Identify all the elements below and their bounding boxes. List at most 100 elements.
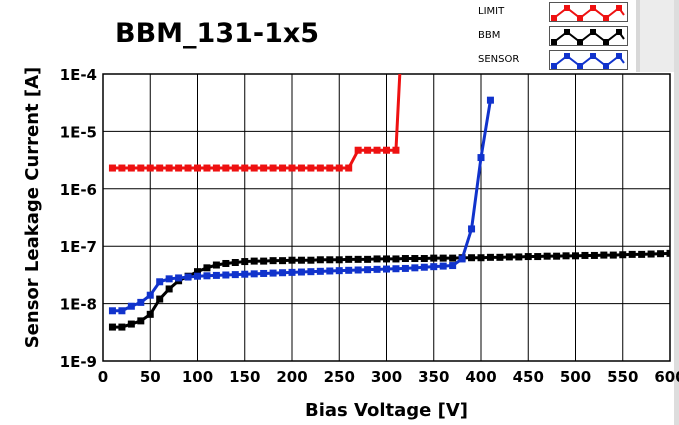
series-bbm-point [316,256,324,264]
series-bbm-point [515,253,523,261]
series-bbm-point [373,255,381,263]
series-bbm-point [628,250,636,258]
series-bbm-point [335,256,343,264]
series-sensor-point [420,263,428,271]
series-sensor-point [373,265,381,273]
series-bbm-point [449,254,457,262]
legend-label-bbm: BBM [478,30,501,41]
x-tick-label: 400 [465,368,496,386]
legend: LIMIT BBM SENSOR [470,0,630,72]
x-tick-label: 600 [654,368,679,386]
window-edge [674,0,679,425]
legend-label-sensor: SENSOR [478,54,520,65]
series-bbm-point [600,251,608,259]
x-tick-label: 300 [371,368,402,386]
series-limit-point [108,164,116,172]
x-tick-label: 500 [560,368,591,386]
series-bbm-line [112,251,670,329]
series-bbm-point [345,255,353,263]
series-bbm-point [430,254,438,262]
series-bbm-point [231,259,239,267]
y-tick-label: 1E-7 [60,238,97,256]
series-sensor-point [108,307,116,315]
series-limit-point [279,164,287,172]
series-limit-point [288,164,296,172]
series-limit-point [297,164,305,172]
series-sensor-point [364,266,372,274]
series-bbm-point [269,257,277,265]
series-limit-point [345,164,353,172]
series-limit-point [397,53,404,60]
series-bbm-point [420,255,428,263]
series-limit-point [194,164,201,172]
series-bbm-point [250,257,258,265]
series-sensor-point [307,268,315,276]
series-limit-point [392,146,400,154]
series-limit-point [383,146,390,154]
x-tick-label: 150 [229,368,260,386]
series-group [108,53,670,331]
series-limit-point [184,164,192,172]
series-bbm-point [524,253,532,261]
series-bbm-point [496,253,504,261]
series-limit-point [156,164,164,172]
series-sensor-point [439,262,447,270]
series-sensor-point [222,271,230,279]
x-tick-label: 350 [418,368,449,386]
series-bbm-point [666,249,670,257]
series-bbm-point [307,256,315,264]
series-sensor-point [250,270,258,278]
x-tick-label: 250 [324,368,355,386]
series-bbm-point [590,251,598,259]
series-sensor-point [354,266,362,274]
series-sensor-point [203,272,211,280]
series-bbm-point [647,250,655,258]
y-tick-label: 1E-5 [60,123,97,141]
series-bbm-point [657,250,665,258]
series-sensor-point [458,255,466,263]
series-limit-point [326,164,334,172]
x-tick-label: 550 [607,368,638,386]
series-bbm-point [543,252,551,260]
legend-marker [603,63,609,69]
series-limit-point [241,164,249,172]
legend-marker [577,15,583,21]
series-sensor-point [468,225,476,233]
series-limit-point [203,164,211,172]
series-bbm-point [241,258,249,266]
chart-title: BBM_131-1x5 [115,18,320,49]
series-bbm-point [146,310,154,318]
series-bbm-point [279,257,287,265]
series-limit-point [165,164,173,172]
x-tick-label: 200 [276,368,307,386]
x-axis-label: Bias Voltage [V] [305,400,468,421]
series-sensor-point [194,272,201,280]
series-bbm-point [127,320,135,328]
series-bbm-point [581,251,589,259]
series-limit-point [307,164,315,172]
legend-marker [603,39,609,45]
legend-marker [590,53,596,59]
series-sensor-point [411,264,419,272]
series-limit-point [175,164,183,172]
series-sensor-point [477,154,485,162]
series-sensor-point [279,269,287,277]
series-sensor-point [383,265,390,273]
series-bbm-point [562,252,570,260]
legend-marker [564,5,570,11]
plot-frame [102,73,671,362]
y-tick-label: 1E-9 [60,353,97,371]
legend-marker [616,29,622,35]
series-bbm-point [553,252,561,260]
series-sensor-point [212,271,220,279]
series-bbm-point [297,256,305,264]
series-bbm-point [401,255,409,263]
legend-swatch-limit [549,2,628,22]
series-sensor-point [175,274,183,282]
series-bbm-point [638,250,646,258]
series-bbm-point [392,255,400,263]
series-sensor-point [326,267,334,275]
series-bbm-point [222,259,230,267]
legend-marker [551,63,557,69]
